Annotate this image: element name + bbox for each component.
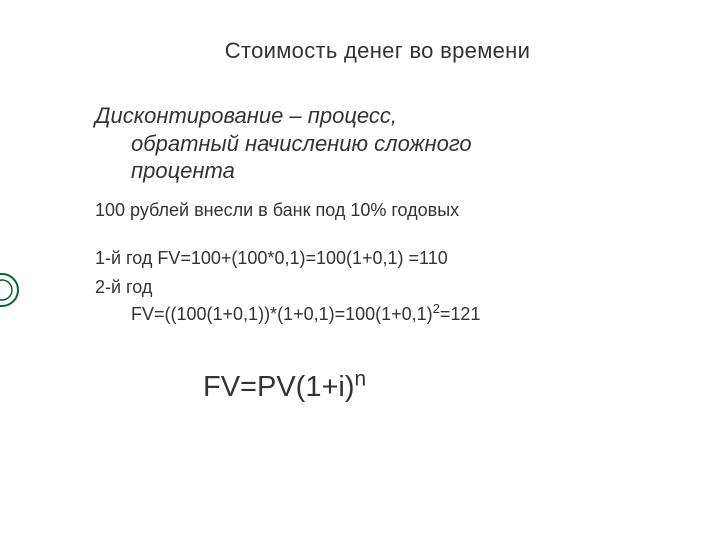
- year-2-line: 2-й год FV=((100(1+0,1))*(1+0,1)=100(1+0…: [95, 275, 660, 327]
- year-1-line: 1-й год FV=100+(100*0,1)=100(1+0,1) =110: [95, 246, 660, 271]
- year-2-label: 2-й год: [95, 277, 152, 297]
- intro-line-3: процента: [95, 158, 235, 183]
- slide-content: Стоимость денег во времени Дисконтирован…: [0, 0, 720, 404]
- example-text: 100 рублей внесли в банк под 10% годовых: [95, 199, 660, 222]
- main-formula: FV=PV(1+i)n: [203, 371, 366, 403]
- intro-text: Дисконтирование – процесс, обратный начи…: [95, 102, 660, 185]
- year-2-formula: FV=((100(1+0,1))*(1+0,1)=100(1+0,1)2=121: [95, 304, 480, 324]
- decorative-ornament: [0, 270, 22, 310]
- intro-line-1: Дисконтирование – процесс,: [95, 103, 397, 128]
- intro-line-2: обратный начислению сложного: [95, 131, 472, 156]
- formula-sup: n: [355, 367, 367, 390]
- year-2-formula-pre: FV=((100(1+0,1))*(1+0,1)=100(1+0,1): [131, 304, 433, 324]
- main-formula-block: FV=PV(1+i)n: [95, 367, 660, 404]
- year-2-formula-sup: 2: [433, 301, 440, 316]
- formula-pre: FV=PV(1+i): [203, 371, 355, 403]
- slide-title: Стоимость денег во времени: [95, 38, 660, 64]
- year-2-formula-post: =121: [440, 304, 481, 324]
